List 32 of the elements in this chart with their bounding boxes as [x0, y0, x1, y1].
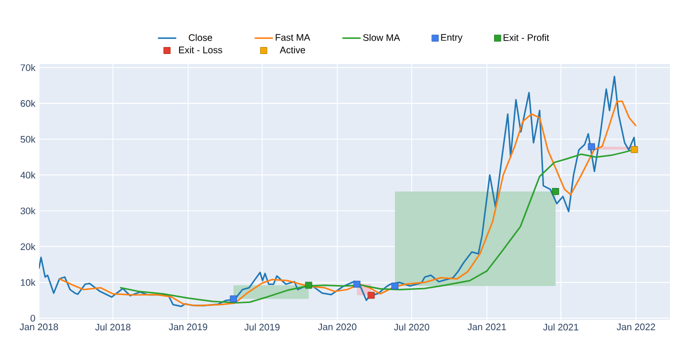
- y-tick-label: 0: [30, 314, 36, 322]
- x-tick-label: Jul 2020: [394, 324, 430, 330]
- x-tick-label: Jul 2021: [543, 324, 578, 330]
- y-tick-label: 60k: [20, 100, 36, 107]
- y-tick-label: 70k: [20, 64, 36, 72]
- x-tick-label: Jan 2018: [20, 324, 58, 330]
- legend-label: Exit - Loss: [179, 46, 222, 54]
- legend-label: Entry: [441, 34, 463, 43]
- point: [631, 146, 638, 154]
- point: [588, 143, 595, 150]
- x-tick-label: Jan 2022: [616, 324, 656, 330]
- point: [230, 295, 237, 302]
- legend-label: Exit - Profit: [504, 34, 550, 41]
- y-tick-label: 30k: [20, 207, 36, 214]
- point: [392, 282, 398, 290]
- legend-label: Active: [280, 46, 306, 54]
- x-tick-label: Jul 2019: [244, 324, 280, 330]
- y-tick-label: 20k: [20, 243, 36, 250]
- x-tick-label: Jan 2021: [468, 324, 506, 330]
- x-tick-label: Jan 2020: [318, 324, 356, 330]
- point: [354, 280, 360, 288]
- point: [305, 282, 312, 289]
- y-tick-label: 40k: [20, 172, 36, 178]
- y-tick-label: 10k: [20, 278, 36, 286]
- x-tick-label: Jan 2019: [168, 324, 208, 330]
- point: [368, 292, 375, 299]
- point: [552, 188, 560, 195]
- legend-label: Slow MA: [363, 34, 400, 41]
- x-tick-label: Jul 2018: [95, 324, 130, 330]
- legend-label: Fast MA: [276, 34, 310, 41]
- y-tick-label: 50k: [20, 136, 36, 143]
- legend-label: Close: [188, 34, 212, 41]
